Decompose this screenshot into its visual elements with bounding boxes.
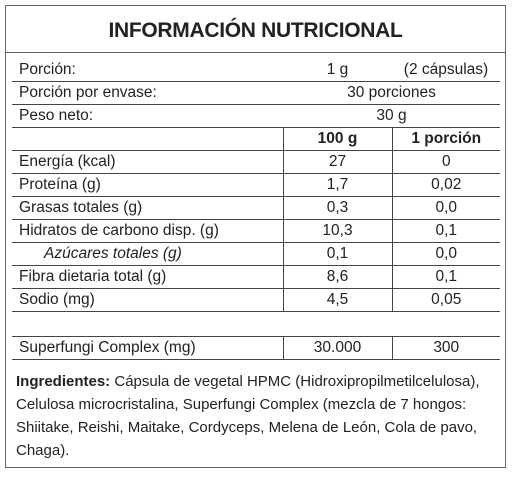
nutrient-value: 0,1 <box>282 242 392 266</box>
nutrient-row: Azúcares totales (g) 0,1 0,0 <box>12 242 500 266</box>
nutrient-label: Fibra dietaria total (g) <box>12 265 283 289</box>
ingredients-text: Cápsula de vegetal HPMC (Hidroxipropilme… <box>16 373 480 459</box>
serving-label: Porción por envase: <box>12 81 283 105</box>
title: INFORMACIÓN NUTRICIONAL <box>6 6 505 53</box>
column-header: 1 porción <box>391 127 500 151</box>
serving-row: Porción por envase: 30 porciones <box>12 81 500 105</box>
nutrition-table: Porción: 1 g (2 cápsulas) Porción por envas… <box>12 59 500 360</box>
nutrient-row: Sodio (mg) 4,5 0,05 <box>12 288 500 312</box>
nutrient-value: 10,3 <box>282 219 392 243</box>
nutrient-row: Energía (kcal) 27 0 <box>12 150 500 174</box>
serving-value: 30 porciones <box>283 81 500 105</box>
nutrient-row: Grasas totales (g) 0,3 0,0 <box>12 196 500 220</box>
nutrient-value: 0 <box>391 150 500 174</box>
nutrient-value: 4,5 <box>282 288 392 312</box>
nutrient-value: 8,6 <box>282 265 392 289</box>
nutrient-value: 0,1 <box>391 265 500 289</box>
nutrient-row: Fibra dietaria total (g) 8,6 0,1 <box>12 265 500 289</box>
serving-row: Porción: 1 g (2 cápsulas) <box>12 59 500 82</box>
serving-row: Peso neto: 30 g <box>12 104 500 128</box>
serving-label: Porción: <box>12 59 283 82</box>
ingredients: Ingredientes: Cápsula de vegetal HPMC (H… <box>16 370 504 462</box>
blank-cell <box>12 127 283 151</box>
nutrient-value: 0,3 <box>282 196 392 220</box>
nutrient-row: Hidratos de carbono disp. (g) 10,3 0,1 <box>12 219 500 243</box>
blank-cell <box>12 311 500 337</box>
complex-value: 300 <box>391 336 500 360</box>
serving-note: (2 cápsulas) <box>392 59 500 82</box>
complex-value: 30.000 <box>282 336 392 360</box>
nutrient-value: 1,7 <box>282 173 392 197</box>
spacer-row <box>12 311 500 337</box>
complex-label: Superfungi Complex (mg) <box>12 336 283 360</box>
serving-label: Peso neto: <box>12 104 283 128</box>
column-header: 100 g <box>282 127 392 151</box>
ingredients-label: Ingredientes: <box>16 373 111 390</box>
nutrient-value: 27 <box>282 150 392 174</box>
nutrient-label: Proteína (g) <box>12 173 283 197</box>
nutrient-row: Proteína (g) 1,7 0,02 <box>12 173 500 197</box>
serving-value: 30 g <box>283 104 500 128</box>
nutrient-label: Sodio (mg) <box>12 288 283 312</box>
nutrition-label: INFORMACIÓN NUTRICIONAL Porción: 1 g (2 cá… <box>5 5 506 468</box>
nutrient-value: 0,02 <box>391 173 500 197</box>
nutrient-value: 0,1 <box>391 219 500 243</box>
complex-row: Superfungi Complex (mg) 30.000 300 <box>12 336 500 360</box>
nutrient-label: Grasas totales (g) <box>12 196 283 220</box>
nutrient-label: Hidratos de carbono disp. (g) <box>12 219 283 243</box>
nutrient-label: Azúcares totales (g) <box>12 242 283 266</box>
nutrient-value: 0,0 <box>391 242 500 266</box>
serving-value: 1 g <box>283 59 392 82</box>
nutrient-value: 0,05 <box>391 288 500 312</box>
nutrient-value: 0,0 <box>391 196 500 220</box>
nutrient-label: Energía (kcal) <box>12 150 283 174</box>
